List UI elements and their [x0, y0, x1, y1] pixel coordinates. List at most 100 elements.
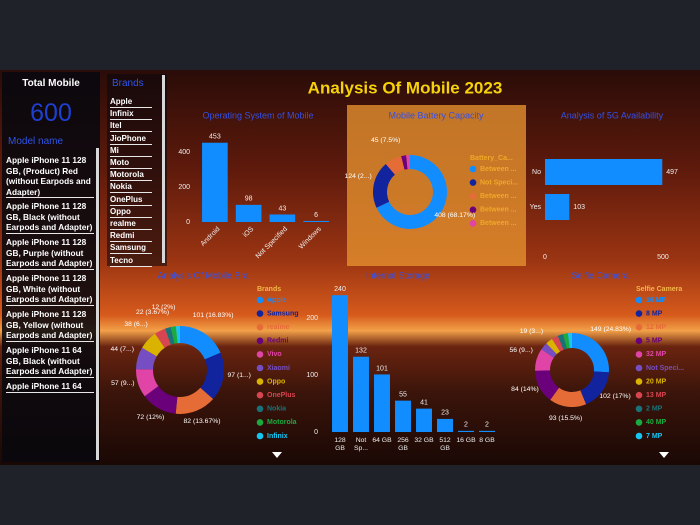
dropdown-arrow[interactable] — [659, 452, 669, 458]
legend-marker — [256, 323, 264, 331]
slicer-title: Brands — [112, 78, 144, 89]
donut-slice — [165, 326, 175, 345]
model-item[interactable]: Apple iPhone 11 128 GB, (Product) Red (w… — [6, 155, 94, 199]
x-tick-label: 512 GB — [439, 437, 451, 452]
donut-slice — [546, 338, 561, 355]
brand-item[interactable]: Nokia — [110, 181, 152, 194]
legend-marker — [635, 391, 643, 399]
model-item[interactable]: Apple iPhone 11 64 GB, Black (without Ea… — [6, 345, 94, 378]
x-tick-label: 32 GB — [414, 437, 434, 444]
data-label: 38 (6...) — [124, 321, 148, 329]
brand-item[interactable]: Samsung — [110, 242, 152, 255]
legend-title: Selfie Camera — [636, 286, 682, 293]
donut-slice — [401, 155, 408, 170]
brand-item[interactable]: Motorola — [110, 169, 152, 182]
legend-label: 5 MP — [646, 338, 663, 345]
legend-label: 2 MP — [646, 406, 663, 413]
brand-item[interactable]: realme — [110, 218, 152, 230]
legend-label: 20 MP — [646, 378, 667, 385]
y-tick-label: 400 — [178, 149, 190, 156]
brand-item[interactable]: Oppo — [110, 206, 152, 218]
data-label: 44 (7...) — [110, 345, 134, 353]
y-tick-label: 0 — [186, 219, 190, 226]
legend-label: realme — [267, 324, 290, 331]
x-tick-label: iOS — [242, 226, 255, 239]
brand-item[interactable]: Apple — [110, 96, 152, 108]
donut-slice — [552, 335, 564, 352]
legend-marker — [635, 296, 643, 304]
legend-label: 7 MP — [646, 433, 663, 440]
value-label: 23 — [441, 410, 449, 417]
legend-marker — [256, 432, 264, 440]
legend-label: Between ... — [480, 207, 517, 214]
legend-label: 12 MP — [646, 324, 667, 331]
legend-marker — [635, 378, 643, 385]
donut-slice — [535, 349, 554, 371]
legend-marker — [635, 337, 643, 345]
model-item[interactable]: Apple iPhone 11 64 — [6, 381, 94, 393]
model-item[interactable]: Apple iPhone 11 128 GB, Yellow (without … — [6, 309, 94, 342]
legend-marker — [256, 391, 264, 399]
bar — [458, 430, 474, 432]
x-tick-label: 64 GB — [372, 437, 392, 444]
model-item[interactable]: Apple iPhone 11 128 GB, White (without E… — [6, 273, 94, 306]
brand-item[interactable]: OnePlus — [110, 194, 152, 206]
donut-slice — [580, 371, 609, 405]
bar — [269, 214, 296, 222]
brand-item[interactable]: Redmi — [110, 230, 152, 243]
scrollbar[interactable] — [96, 148, 99, 460]
data-label: 93 (15.5%) — [548, 414, 583, 422]
data-label: 97 (1...) — [227, 371, 251, 379]
donut-slice — [557, 334, 567, 350]
legend-marker — [256, 296, 264, 304]
y-tick-label: 200 — [306, 315, 318, 322]
value-label: 103 — [573, 204, 585, 211]
legend-marker — [256, 310, 264, 317]
chart-title: Mobile Battery Capacity — [388, 110, 484, 120]
legend-label: Motorola — [267, 419, 297, 426]
x-tick-label: Not Specified — [255, 226, 289, 260]
value-label: 98 — [245, 196, 253, 203]
x-tick-label: 0 — [543, 254, 547, 261]
donut-slice — [155, 328, 171, 348]
legend-marker — [256, 405, 264, 413]
model-item[interactable]: Apple iPhone 11 128 GB, Black (without E… — [6, 201, 94, 234]
data-label: 124 (2...) — [344, 172, 372, 180]
dropdown-arrow[interactable] — [272, 452, 282, 458]
chart-title: Operating System of Mobile — [202, 110, 313, 120]
brand-item[interactable]: Tecno — [110, 255, 152, 267]
brand-item[interactable]: Mi — [110, 145, 152, 157]
donut-slice — [567, 333, 572, 349]
brand-item[interactable]: Moto — [110, 157, 152, 169]
brand-item[interactable]: Infinix — [110, 108, 152, 121]
dashboard-title: Analysis Of Mobile 2023 — [308, 78, 503, 97]
donut-slice — [136, 347, 157, 370]
donut-slice — [373, 163, 395, 208]
x-tick-label: 128 GB — [334, 437, 346, 452]
bar — [332, 295, 348, 432]
data-label: 84 (14%) — [511, 386, 539, 394]
data-label: 101 (16.83%) — [192, 311, 234, 319]
card-value: 600 — [30, 99, 72, 127]
legend-label: Not Speci... — [646, 365, 684, 372]
donut-slice — [563, 333, 570, 349]
donut-slice — [136, 369, 159, 397]
donut-slice — [200, 352, 224, 400]
legend-label: Vivo — [267, 351, 282, 358]
legend-label: 32 MP — [646, 351, 667, 358]
scrollbar[interactable] — [162, 75, 165, 263]
left-panel — [2, 72, 100, 462]
donut-slice — [376, 155, 447, 230]
donut-slice — [180, 326, 221, 360]
donut-slice — [406, 155, 410, 170]
brand-item[interactable]: Itel — [110, 120, 152, 133]
legend-marker — [256, 351, 264, 358]
legend-marker — [635, 323, 643, 331]
x-tick-label: Android — [200, 226, 222, 248]
donut-slice — [170, 326, 178, 344]
brand-item[interactable]: JioPhone — [110, 133, 152, 145]
brand-slicer-panel — [107, 74, 167, 266]
model-item[interactable]: Apple iPhone 11 128 GB, Purple (without … — [6, 237, 94, 270]
legend-marker — [635, 364, 643, 372]
